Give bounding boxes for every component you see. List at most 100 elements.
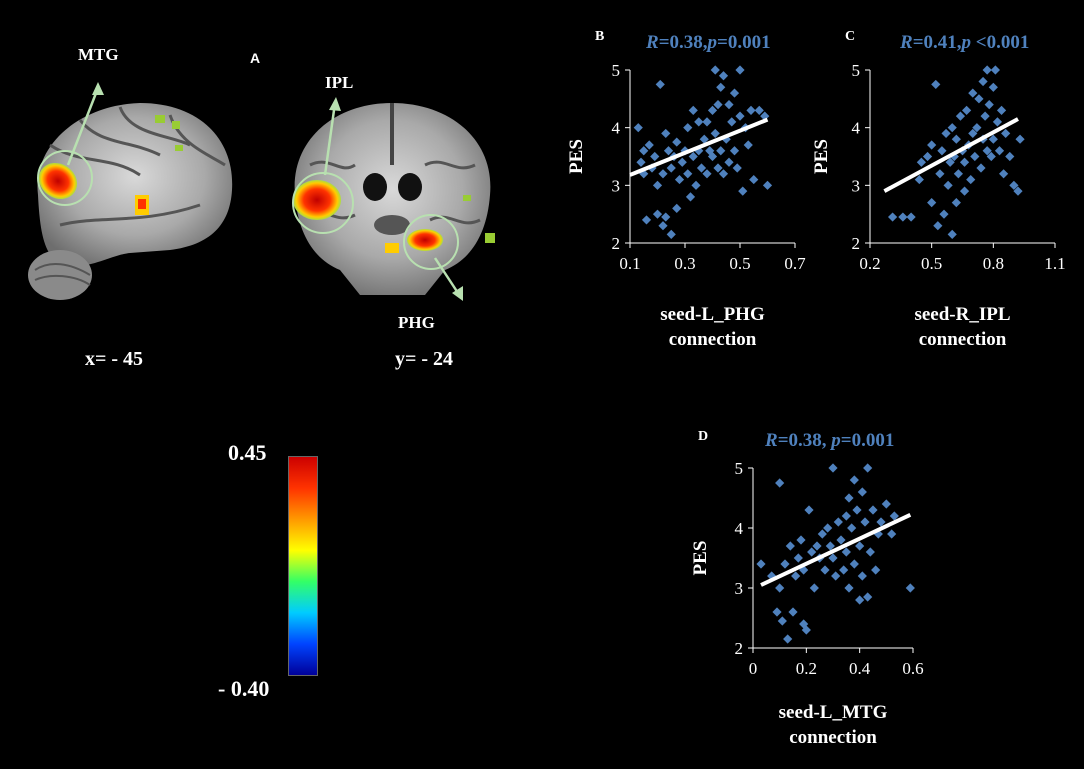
data-point bbox=[710, 65, 720, 75]
data-point bbox=[746, 105, 756, 115]
data-point bbox=[887, 529, 897, 539]
data-point bbox=[962, 105, 972, 115]
x-tick-label: 0 bbox=[749, 659, 758, 678]
data-point bbox=[641, 215, 652, 225]
data-point bbox=[941, 128, 951, 139]
data-point bbox=[970, 151, 980, 162]
data-point bbox=[820, 565, 830, 575]
data-point bbox=[968, 88, 978, 98]
data-point bbox=[699, 134, 709, 144]
data-point bbox=[937, 146, 947, 156]
data-point bbox=[881, 499, 891, 509]
y-axis-label: PES bbox=[566, 139, 587, 174]
data-point bbox=[727, 117, 737, 127]
data-point bbox=[992, 117, 1003, 127]
data-point bbox=[828, 463, 838, 473]
data-point bbox=[650, 151, 660, 162]
y-tick-label: 3 bbox=[852, 176, 861, 195]
data-point bbox=[652, 209, 663, 219]
data-point bbox=[943, 180, 953, 190]
data-point bbox=[855, 595, 865, 605]
data-point bbox=[683, 169, 693, 179]
x-tick-label: 0.3 bbox=[674, 254, 695, 273]
data-point bbox=[927, 140, 937, 150]
x-tick-label: 1.1 bbox=[1044, 254, 1065, 273]
x-tick-label: 0.5 bbox=[729, 254, 750, 273]
data-point bbox=[955, 111, 966, 121]
data-point bbox=[857, 487, 867, 497]
data-point bbox=[724, 157, 734, 167]
data-point bbox=[658, 169, 668, 179]
data-point bbox=[833, 517, 843, 527]
data-point bbox=[1005, 151, 1015, 162]
x-axis-label-line1: seed-L_PHG bbox=[660, 304, 765, 325]
data-point bbox=[974, 94, 984, 104]
data-point bbox=[783, 634, 793, 644]
y-tick-label: 5 bbox=[735, 459, 744, 478]
data-point bbox=[639, 146, 649, 156]
data-point bbox=[999, 169, 1009, 179]
y-tick-label: 3 bbox=[612, 176, 621, 195]
phg-label: PHG bbox=[398, 313, 435, 332]
data-point bbox=[793, 553, 803, 563]
data-point bbox=[847, 523, 857, 533]
data-point bbox=[980, 111, 990, 121]
data-point bbox=[809, 583, 819, 593]
mtg-arrow bbox=[66, 82, 104, 166]
x-tick-label: 0.6 bbox=[902, 659, 923, 678]
data-point bbox=[644, 140, 654, 150]
data-point bbox=[661, 128, 671, 139]
data-point bbox=[685, 192, 696, 202]
data-point bbox=[844, 583, 854, 593]
data-point bbox=[951, 198, 961, 208]
data-point bbox=[738, 186, 748, 196]
data-point bbox=[702, 117, 712, 127]
data-point bbox=[688, 105, 698, 115]
data-point bbox=[672, 137, 682, 147]
data-point bbox=[780, 559, 790, 569]
data-point bbox=[674, 174, 685, 185]
data-point bbox=[959, 186, 970, 196]
data-point bbox=[831, 571, 841, 581]
x-axis-label-line1: seed-L_MTG bbox=[779, 702, 888, 723]
data-point bbox=[716, 82, 726, 92]
sagittal-brain-image bbox=[28, 103, 233, 300]
y-tick-label: 2 bbox=[735, 639, 744, 658]
data-point bbox=[754, 105, 764, 115]
data-point bbox=[990, 65, 1000, 75]
mtg-label: MTG bbox=[78, 45, 119, 64]
scatter-plot-c: C R=0.41,p <0.001 2 3 4 5 0.2 0.5 0.8 1.1 PES seed-… bbox=[811, 29, 1066, 350]
data-point bbox=[652, 180, 663, 190]
x-tick-label: 0.2 bbox=[859, 254, 880, 273]
data-point bbox=[916, 157, 926, 167]
y-tick-label: 5 bbox=[612, 61, 621, 80]
data-point bbox=[828, 553, 838, 563]
data-point bbox=[906, 212, 916, 222]
data-point bbox=[655, 79, 665, 90]
data-point bbox=[713, 100, 723, 110]
data-point bbox=[849, 475, 859, 485]
stats-annotation-b: R=0.38,p=0.001 bbox=[645, 32, 771, 53]
data-point bbox=[876, 517, 886, 527]
data-point bbox=[860, 517, 870, 527]
data-point bbox=[1015, 134, 1025, 144]
data-point bbox=[982, 65, 992, 75]
x-axis-label-line2: connection bbox=[919, 329, 1007, 350]
data-point bbox=[978, 76, 988, 87]
data-point bbox=[707, 105, 718, 115]
data-point bbox=[996, 105, 1007, 115]
stats-annotation-c: R=0.41,p <0.001 bbox=[899, 32, 1029, 53]
data-point bbox=[836, 535, 846, 545]
data-point bbox=[785, 541, 795, 551]
data-point bbox=[633, 123, 643, 133]
data-point bbox=[953, 169, 963, 179]
data-point bbox=[888, 212, 898, 222]
data-point bbox=[710, 128, 720, 139]
y-tick-label: 4 bbox=[735, 519, 744, 538]
colorbar-max-label: 0.45 bbox=[228, 440, 267, 465]
y-tick-label: 3 bbox=[735, 579, 744, 598]
data-point bbox=[762, 180, 773, 190]
x-axis-label-line2: connection bbox=[789, 727, 877, 748]
panel-a-letter: A bbox=[250, 50, 261, 66]
coronal-coordinate: y= - 24 bbox=[395, 348, 454, 370]
